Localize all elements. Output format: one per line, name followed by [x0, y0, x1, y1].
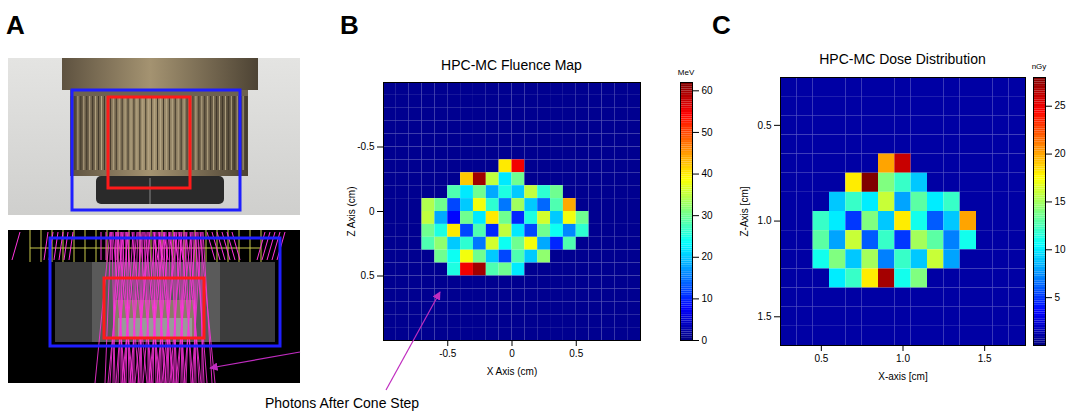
svg-text:10: 10: [1055, 244, 1067, 255]
svg-text:Photons After Cone Step: Photons After Cone Step: [265, 395, 419, 411]
svg-text:20: 20: [702, 251, 714, 262]
svg-text:25: 25: [1055, 100, 1067, 111]
svg-text:1.5: 1.5: [978, 353, 992, 364]
svg-text:1.5: 1.5: [758, 311, 772, 322]
svg-text:nGy: nGy: [1032, 62, 1047, 71]
svg-text:0: 0: [369, 206, 375, 217]
svg-text:0.5: 0.5: [361, 270, 375, 281]
svg-text:-0.5: -0.5: [439, 348, 457, 359]
svg-text:0: 0: [509, 348, 515, 359]
svg-text:50: 50: [702, 127, 714, 138]
svg-text:10: 10: [702, 293, 714, 304]
svg-text:Z-Axis [cm]: Z-Axis [cm]: [739, 186, 750, 236]
svg-text:40: 40: [702, 168, 714, 179]
svg-text:0.5: 0.5: [814, 353, 828, 364]
svg-text:15: 15: [1055, 196, 1067, 207]
svg-text:X Axis (cm): X Axis (cm): [487, 366, 538, 377]
svg-text:HPC-MC Fluence Map: HPC-MC Fluence Map: [441, 57, 582, 73]
svg-text:C: C: [712, 10, 731, 40]
svg-text:Z Axis (cm): Z Axis (cm): [346, 187, 357, 237]
svg-text:X-axis [cm]: X-axis [cm]: [878, 371, 928, 382]
svg-text:0: 0: [702, 335, 708, 345]
svg-text:MeV: MeV: [678, 68, 695, 77]
svg-text:0.5: 0.5: [569, 348, 583, 359]
svg-text:20: 20: [1055, 148, 1067, 159]
svg-text:B: B: [340, 10, 359, 40]
svg-text:A: A: [6, 10, 25, 40]
svg-text:1.0: 1.0: [758, 215, 772, 226]
svg-text:1.0: 1.0: [896, 353, 910, 364]
svg-text:-0.5: -0.5: [357, 141, 375, 152]
svg-text:5: 5: [1055, 292, 1061, 303]
svg-text:0.5: 0.5: [758, 120, 772, 131]
svg-text:30: 30: [702, 210, 714, 221]
svg-text:HPC-MC Dose Distribution: HPC-MC Dose Distribution: [819, 51, 985, 67]
svg-text:60: 60: [702, 85, 714, 96]
